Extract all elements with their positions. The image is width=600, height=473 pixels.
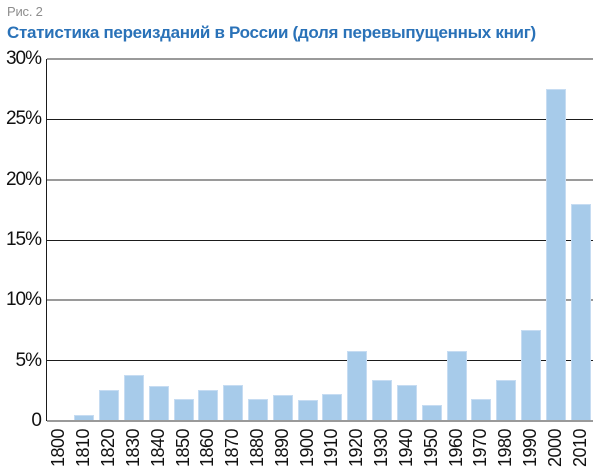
x-tick-label: 1960 (445, 428, 466, 467)
x-tick-label: 1850 (172, 428, 193, 467)
gridline-10 (47, 299, 593, 302)
figure-number-label: Рис. 2 (7, 4, 43, 19)
bar-1840 (148, 386, 169, 421)
gridline-5 (47, 360, 593, 362)
bar-2010 (570, 204, 591, 421)
x-tick-label: 1930 (371, 428, 392, 467)
bar-1990 (520, 330, 541, 421)
x-tick-label: 1970 (470, 428, 491, 467)
x-tick-label: 1840 (147, 428, 168, 467)
x-tick-label: 1880 (246, 428, 267, 467)
bar-1890 (272, 395, 293, 421)
bar-1910 (322, 394, 343, 421)
y-tick-label: 5% (15, 349, 42, 371)
y-tick-label: 15% (5, 229, 42, 250)
x-tick-label: 1830 (122, 428, 143, 467)
chart-title: Статистика переизданий в России (доля пе… (7, 23, 536, 42)
bar-1870 (223, 385, 244, 421)
x-tick-label: 1990 (519, 428, 540, 467)
x-tick-label: 1920 (346, 428, 367, 467)
gridline-20 (47, 178, 593, 181)
gridline-25 (47, 118, 593, 120)
bar-1970 (471, 399, 492, 421)
y-tick-label: 30% (5, 48, 42, 69)
bar-1950 (421, 405, 442, 421)
bar-1820 (99, 390, 120, 421)
x-tick-label: 1890 (271, 428, 292, 467)
bar-1940 (396, 385, 417, 421)
x-tick-label: 1860 (197, 428, 218, 467)
bar-1920 (347, 351, 368, 421)
y-tick-label: 10% (5, 289, 42, 311)
y-tick-label: 25% (5, 108, 42, 130)
bar-1980 (496, 380, 517, 421)
y-tick-label: 20% (5, 168, 42, 190)
x-tick-label: 1810 (73, 428, 94, 467)
x-tick-label: 1950 (420, 428, 441, 467)
x-tick-label: 1940 (395, 428, 416, 467)
bar-1930 (372, 380, 393, 421)
x-tick-label: 2010 (569, 428, 590, 467)
bar-1880 (247, 399, 268, 421)
gridline-15 (47, 239, 593, 241)
x-tick-label: 1910 (321, 428, 342, 467)
x-tick-label: 1870 (222, 428, 243, 467)
x-tick-label: 1900 (296, 428, 317, 467)
x-tick-label: 1820 (98, 428, 119, 467)
bar-chart-plot-area (46, 58, 593, 422)
bar-1830 (123, 375, 144, 421)
bar-1850 (173, 399, 194, 421)
x-tick-label: 2000 (544, 428, 565, 467)
bar-2000 (545, 89, 566, 421)
x-axis-line (47, 420, 593, 422)
bar-1860 (198, 390, 219, 421)
x-tick-label: 1800 (48, 428, 69, 467)
bar-1900 (297, 400, 318, 421)
bar-1960 (446, 351, 467, 421)
y-tick-label: 0 (31, 410, 42, 431)
bar-1810 (74, 415, 95, 421)
gridline-30 (47, 58, 593, 60)
x-tick-label: 1980 (495, 428, 516, 467)
